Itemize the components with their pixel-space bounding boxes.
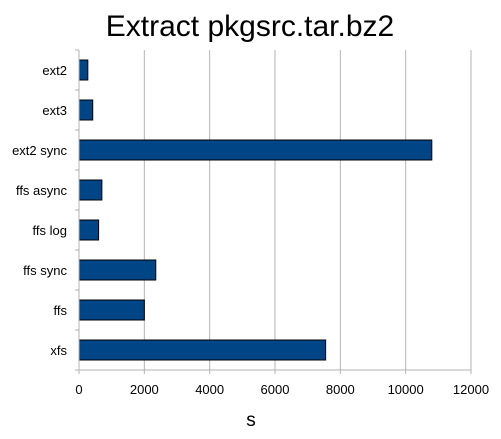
- x-tick-label: 6000: [261, 382, 290, 397]
- bar-ffs-async: [78, 179, 103, 201]
- category-label: ffs async: [16, 183, 68, 198]
- category-label: ffs log: [33, 223, 67, 238]
- category-label: ffs sync: [23, 263, 67, 278]
- bar-ffs: [78, 299, 145, 321]
- x-tick-label: 2000: [130, 382, 159, 397]
- bars: [78, 59, 433, 361]
- bar-ffs-sync: [78, 259, 157, 281]
- category-label: ext2 sync: [12, 143, 67, 158]
- x-tick-label: 0: [75, 382, 82, 397]
- category-label: xfs: [50, 343, 67, 358]
- x-tick-label: 4000: [195, 382, 224, 397]
- axes: [75, 49, 472, 374]
- x-tick-labels: 0 2000 4000 6000 8000 10000 12000: [75, 382, 489, 397]
- bar-xfs: [78, 339, 327, 361]
- grid-lines: [143, 50, 472, 370]
- x-tick-label: 12000: [453, 382, 489, 397]
- x-tick-label: 10000: [388, 382, 424, 397]
- bar-ext2: [78, 59, 89, 81]
- category-label: ffs: [54, 303, 68, 318]
- category-label: ext3: [42, 103, 67, 118]
- bar-ext2-sync: [78, 139, 433, 161]
- chart-title: Extract pkgsrc.tar.bz2: [106, 10, 394, 43]
- x-tick-label: 8000: [326, 382, 355, 397]
- category-label: ext2: [42, 63, 67, 78]
- category-labels: ext2 ext3 ext2 sync ffs async ffs log ffs syn…: [12, 63, 67, 358]
- bar-ext3: [78, 99, 94, 121]
- x-axis-title: s: [246, 410, 256, 431]
- bar-ffs-log: [78, 219, 100, 241]
